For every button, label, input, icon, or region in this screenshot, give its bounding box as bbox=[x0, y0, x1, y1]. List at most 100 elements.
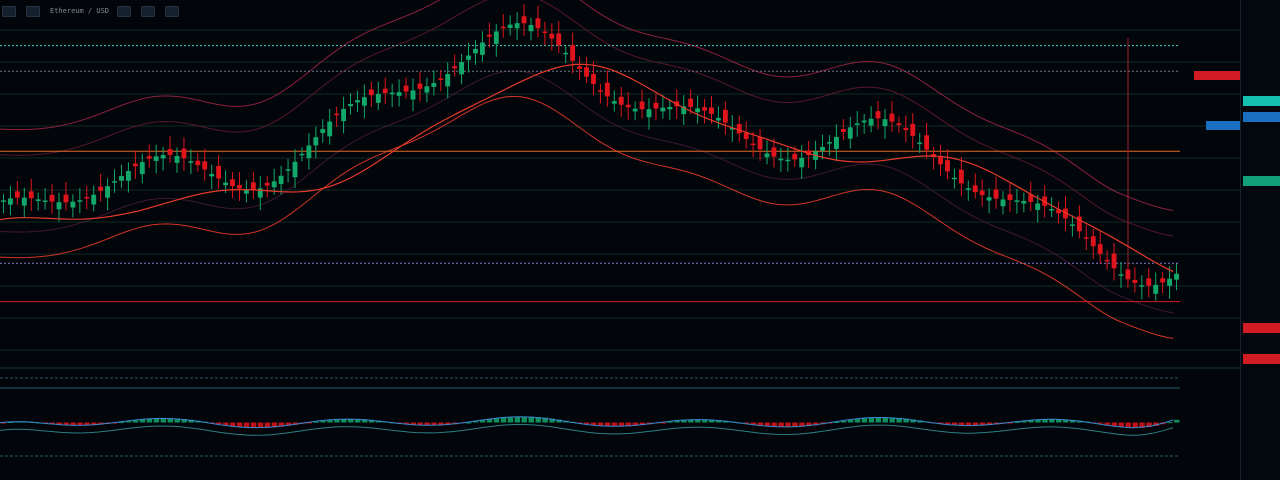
momentum-bar bbox=[764, 422, 770, 427]
candle-body bbox=[403, 85, 409, 92]
momentum-bar bbox=[1153, 422, 1159, 426]
candle-body bbox=[98, 186, 104, 191]
momentum-bar bbox=[972, 422, 979, 426]
momentum-bar bbox=[1125, 422, 1131, 428]
candle-body bbox=[125, 170, 131, 181]
momentum-bar bbox=[341, 418, 347, 423]
momentum-bar bbox=[56, 422, 62, 425]
candle-body bbox=[132, 163, 138, 167]
candle-body bbox=[833, 136, 839, 149]
candle-body bbox=[14, 191, 20, 198]
candle-body bbox=[1021, 200, 1027, 204]
candle-body bbox=[250, 182, 256, 190]
candle-body bbox=[903, 127, 909, 131]
candle-body bbox=[424, 86, 430, 93]
candle-body bbox=[993, 189, 999, 199]
candle-body bbox=[1153, 284, 1159, 294]
candle-body bbox=[188, 161, 194, 163]
indicator-panel bbox=[0, 377, 1180, 457]
price-flag-red bbox=[1194, 71, 1240, 80]
candle-body bbox=[479, 42, 485, 55]
momentum-bar bbox=[271, 422, 278, 428]
candle-body bbox=[507, 24, 513, 29]
candle-body bbox=[292, 161, 298, 178]
momentum-bar bbox=[1049, 419, 1055, 423]
candle-body bbox=[202, 161, 208, 170]
candle-body bbox=[820, 147, 825, 151]
momentum-bar bbox=[327, 419, 333, 423]
candle-body bbox=[1160, 278, 1166, 283]
candle-body bbox=[1007, 194, 1013, 200]
candle-body bbox=[1, 200, 6, 202]
toolbar-button-5[interactable] bbox=[165, 5, 180, 17]
momentum-bar bbox=[153, 418, 160, 423]
momentum-bar bbox=[514, 416, 521, 423]
candle-body bbox=[917, 142, 923, 145]
momentum-bar bbox=[597, 422, 604, 426]
momentum-bar bbox=[84, 422, 90, 426]
momentum-bar bbox=[1069, 419, 1076, 423]
momentum-bar bbox=[250, 422, 257, 428]
candle-body bbox=[417, 83, 423, 89]
momentum-bar bbox=[813, 422, 819, 426]
momentum-bar bbox=[424, 422, 430, 426]
candle-body bbox=[341, 108, 347, 122]
toolbar-button-3[interactable] bbox=[117, 5, 132, 17]
momentum-bar bbox=[285, 422, 292, 426]
momentum-bar bbox=[361, 419, 368, 423]
candle-body bbox=[21, 197, 27, 206]
momentum-bar bbox=[903, 418, 909, 423]
candle-body bbox=[355, 100, 360, 103]
momentum-bar bbox=[507, 416, 514, 423]
momentum-bar bbox=[216, 422, 222, 425]
candlestick-chart[interactable] bbox=[0, 0, 1240, 480]
momentum-bar bbox=[542, 417, 548, 423]
candle-body bbox=[1035, 203, 1041, 210]
candle-body bbox=[396, 92, 402, 96]
momentum-bar bbox=[792, 422, 798, 428]
momentum-bar bbox=[355, 418, 361, 423]
candle-body bbox=[847, 127, 853, 139]
momentum-bar bbox=[799, 422, 805, 427]
momentum-bar bbox=[479, 420, 486, 423]
momentum-bar bbox=[785, 422, 791, 428]
momentum-bar bbox=[861, 418, 868, 423]
momentum-bar bbox=[188, 419, 194, 423]
candle-body bbox=[160, 155, 166, 159]
momentum-bar bbox=[660, 422, 666, 424]
candle-body bbox=[1097, 244, 1103, 254]
momentum-bar bbox=[674, 420, 680, 423]
momentum-bar bbox=[771, 422, 777, 427]
candle-body bbox=[91, 194, 97, 205]
candle-body bbox=[695, 108, 701, 113]
momentum-bar bbox=[403, 422, 410, 424]
momentum-bar bbox=[1056, 419, 1062, 423]
candle-body bbox=[112, 181, 117, 183]
candle-body bbox=[84, 196, 90, 199]
candle-body bbox=[840, 128, 846, 132]
candle-body bbox=[77, 200, 83, 202]
momentum-bar bbox=[63, 422, 69, 426]
candle-body bbox=[757, 136, 763, 150]
momentum-bar bbox=[125, 421, 132, 423]
candle-body bbox=[1063, 208, 1068, 219]
candle-body bbox=[195, 160, 201, 166]
momentum-bar bbox=[681, 420, 687, 423]
momentum-bar bbox=[313, 421, 319, 423]
candle-body bbox=[285, 169, 291, 171]
toolbar-button-4[interactable] bbox=[141, 5, 156, 17]
toolbar-button-1[interactable] bbox=[2, 5, 16, 17]
toolbar-button-2[interactable] bbox=[26, 5, 40, 17]
price-axis[interactable] bbox=[1240, 0, 1280, 480]
candle-body bbox=[750, 143, 756, 146]
candle-body bbox=[646, 109, 652, 118]
candle-body bbox=[389, 92, 395, 95]
momentum-bar bbox=[847, 419, 854, 423]
candle-body bbox=[237, 184, 242, 189]
candle-body bbox=[972, 185, 978, 193]
candle-body bbox=[896, 123, 902, 126]
candle-body bbox=[889, 113, 895, 122]
momentum-bar bbox=[438, 422, 444, 426]
candle-body bbox=[792, 153, 798, 160]
momentum-bar bbox=[709, 419, 715, 423]
